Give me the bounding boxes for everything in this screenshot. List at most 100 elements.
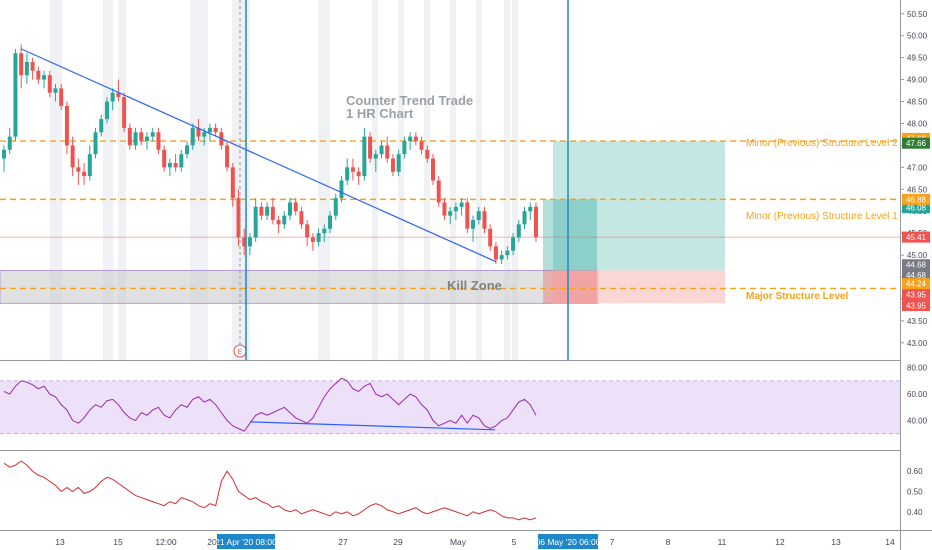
candle [356, 167, 361, 185]
candle-body [408, 136, 413, 142]
rsi-tick-label: 60.00 [907, 390, 928, 399]
candle [82, 162, 87, 185]
time-tick-label: 7 [610, 537, 615, 547]
candle [242, 228, 247, 256]
time-tick-label: 29 [393, 537, 403, 547]
candle-body [167, 162, 172, 168]
candle-body [465, 202, 470, 229]
osc-tick-label: 0.50 [907, 488, 923, 497]
candle-body [293, 202, 298, 212]
entry-zone-down [543, 270, 597, 304]
zones-layer [0, 141, 725, 304]
candle-body [299, 211, 304, 225]
vertical-markers [239, 0, 569, 360]
candle-body [328, 215, 333, 229]
candle [522, 206, 527, 229]
candle-body [116, 92, 121, 98]
candle [413, 132, 418, 146]
time-badge-left-text: 21 Apr '20 08:00 [215, 537, 277, 547]
candle [265, 202, 270, 220]
price-badge-label: 43.95 [906, 291, 927, 300]
session-stripe [398, 0, 404, 360]
candle-body [179, 154, 184, 168]
time-badge-right [538, 534, 598, 549]
candle [402, 136, 407, 159]
candle [64, 101, 69, 155]
kill-zone-label: Kill Zone [447, 278, 502, 293]
candle [253, 198, 258, 242]
levels-layer [0, 140, 900, 290]
rsi-pane[interactable] [0, 377, 900, 435]
candle [299, 206, 304, 229]
candle-body [2, 149, 6, 159]
candle-body [122, 97, 127, 128]
price-badge [902, 278, 930, 290]
candle-body [270, 206, 275, 220]
candle [322, 224, 327, 242]
candle [453, 202, 458, 220]
candle [328, 211, 333, 234]
candle [127, 123, 132, 150]
annotation-title-line2: 1 HR Chart [346, 106, 414, 121]
candle-body [459, 202, 464, 207]
candle [225, 141, 230, 172]
candle-body [339, 180, 344, 199]
oscillator-pane[interactable] [3, 460, 537, 521]
candle [247, 233, 252, 256]
candle-body [333, 198, 338, 216]
time-tick-label: May [450, 537, 467, 547]
session-stripe [318, 0, 330, 360]
candle [316, 228, 321, 247]
candle-body [482, 211, 487, 229]
kill-zone-box [0, 269, 599, 304]
candle-body [13, 53, 18, 137]
session-stripe [372, 0, 378, 360]
session-stripe [103, 0, 113, 360]
time-tick-label: 15 [113, 537, 123, 547]
candle [145, 132, 149, 150]
candle [230, 162, 235, 207]
time-tick-label: 13 [831, 537, 841, 547]
price-tick-label: 49.50 [907, 54, 928, 63]
rsi-line [3, 377, 537, 432]
candle-body [162, 149, 167, 168]
time-axis[interactable]: 13 15 12:00 20 27 29 May 5 7 8 11 12 13 14 [55, 537, 895, 547]
session-stripe [476, 0, 482, 360]
candle-body [36, 70, 41, 80]
candle [471, 215, 476, 242]
candle-body [345, 167, 350, 181]
candle [350, 158, 355, 181]
candle-body [350, 167, 355, 172]
candle-body [242, 237, 247, 247]
candle [305, 219, 310, 247]
candle [70, 136, 75, 177]
time-badge-left [217, 534, 275, 549]
candle-body [528, 206, 533, 212]
rsi-band [0, 380, 900, 434]
candle-body [99, 119, 104, 133]
candle [368, 132, 373, 163]
session-stripe [504, 0, 510, 360]
candle-body [396, 154, 401, 172]
price-tick-label: 43.50 [907, 317, 928, 326]
entry-zone-up [543, 199, 597, 271]
candle [7, 127, 12, 155]
session-stripe [190, 0, 208, 360]
candle [139, 127, 144, 146]
candle [93, 127, 98, 159]
annotation-title-line1: Counter Trend Trade [346, 93, 473, 108]
candle-body [196, 127, 201, 137]
candle-body [305, 224, 310, 238]
candle-body [310, 237, 315, 242]
candle-body [202, 132, 207, 137]
candle-body [390, 158, 395, 172]
candle-body [442, 202, 447, 216]
candle-body [516, 224, 521, 238]
candle [59, 83, 64, 111]
session-stripe [450, 0, 456, 360]
price-badge [902, 202, 930, 214]
minor2-level-label: Minor (Previous) Structure Level 2 [746, 138, 898, 149]
candle [339, 176, 344, 203]
candle-body [150, 132, 155, 137]
